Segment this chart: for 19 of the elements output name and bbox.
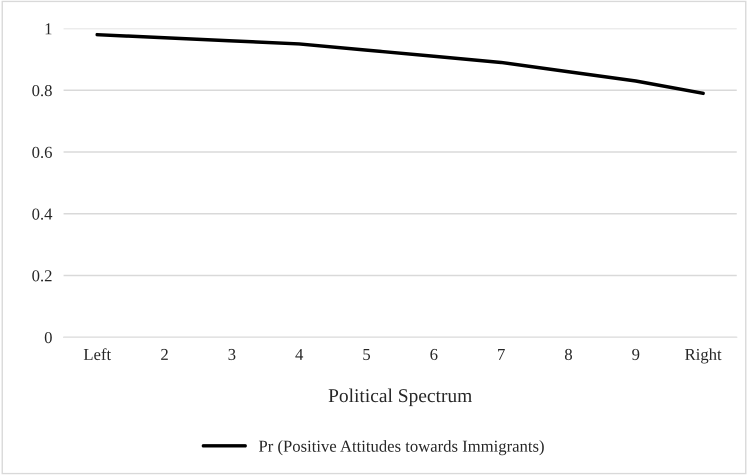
x-tick-label: Right [685, 348, 722, 364]
x-tick-label: Left [84, 348, 112, 360]
legend-label: Pr (Positive Attitudes towards Immigrants) [258, 440, 544, 456]
x-tick-label: 4 [295, 348, 304, 360]
y-tick-label: 0.8 [32, 84, 52, 96]
x-tick-label: 6 [430, 348, 438, 360]
y-tick-label: 0.6 [32, 146, 52, 158]
y-tick-label: 0.4 [32, 208, 52, 220]
y-tick-label: 0 [44, 332, 52, 344]
y-tick-label: 1 [46, 23, 52, 34]
y-tick-label: 0.2 [32, 270, 52, 282]
x-axis-title: Political Spectrum [328, 388, 472, 406]
x-tick-label: 7 [498, 349, 505, 360]
x-tick-label: 5 [363, 349, 370, 360]
line-series [96, 32, 705, 96]
x-tick-label: 9 [632, 348, 640, 360]
x-tick-label: 2 [161, 348, 168, 360]
x-tick-label: 3 [228, 348, 236, 360]
x-tick-label: 8 [564, 348, 572, 360]
